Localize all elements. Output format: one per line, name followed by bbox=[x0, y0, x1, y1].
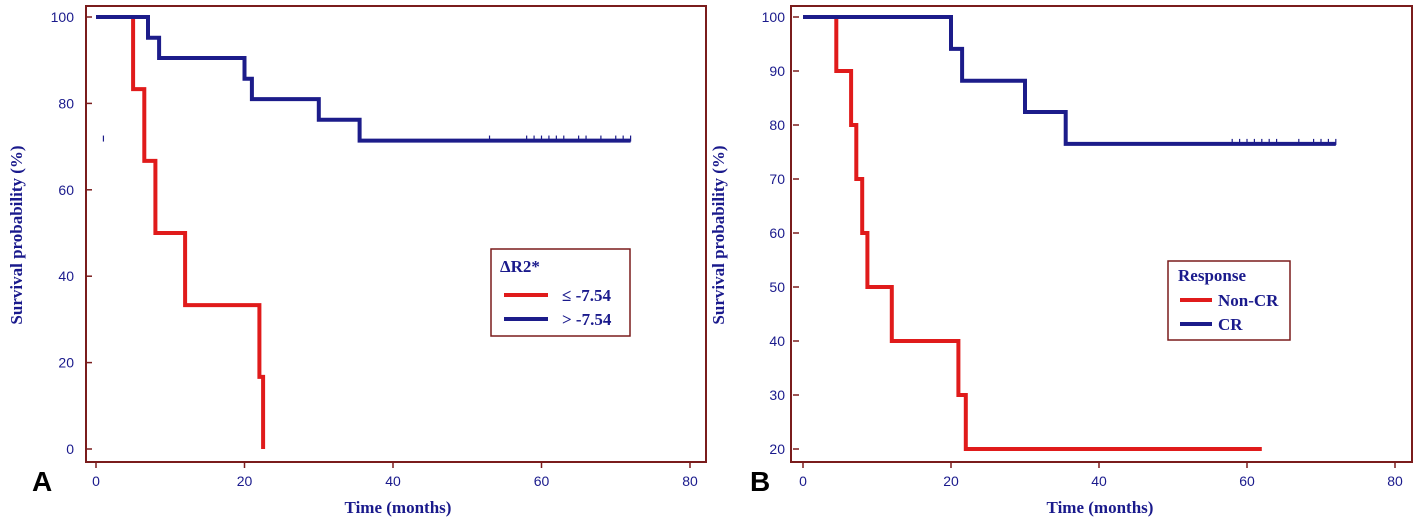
x-tick-label-b-0: 0 bbox=[799, 473, 807, 489]
legend-title-a: ΔR2* bbox=[500, 257, 540, 276]
y-tick-label-b-1: 30 bbox=[769, 387, 785, 403]
plot-frame-b bbox=[790, 5, 1413, 463]
legend-title-b: Response bbox=[1178, 266, 1246, 285]
x-tick-label-a-2: 40 bbox=[385, 473, 401, 489]
legend-label-a-0: ≤ -7.54 bbox=[562, 286, 611, 305]
legend-label-a-1: > -7.54 bbox=[562, 310, 612, 329]
x-axis-label-b: Time (months) bbox=[1047, 498, 1154, 517]
y-axis-label-b: Survival probability (%) bbox=[709, 145, 728, 324]
y-tick-label-a-4: 80 bbox=[58, 95, 74, 111]
y-tick-label-b-8: 100 bbox=[762, 9, 786, 25]
x-tick-label-a-3: 60 bbox=[534, 473, 550, 489]
x-tick-label-a-1: 20 bbox=[237, 473, 253, 489]
legend-label-b-0: Non-CR bbox=[1218, 291, 1279, 310]
panel-a: Survival probability (%) Time (months) A… bbox=[7, 5, 707, 517]
y-tick-label-a-2: 40 bbox=[58, 268, 74, 284]
x-tick-label-b-3: 60 bbox=[1239, 473, 1255, 489]
y-tick-label-a-1: 20 bbox=[58, 355, 74, 371]
y-tick-label-b-4: 60 bbox=[769, 225, 785, 241]
y-tick-label-b-6: 80 bbox=[769, 117, 785, 133]
panel-letter-b: B bbox=[750, 466, 770, 497]
x-tick-label-b-1: 20 bbox=[943, 473, 959, 489]
series-line-b-1 bbox=[803, 15, 1336, 146]
x-tick-label-a-4: 80 bbox=[682, 473, 698, 489]
plot-frame-a bbox=[85, 5, 707, 463]
plot-area-b: 20 30 40 50 60 70 80 90 100 0 20 40 60 80 bbox=[762, 9, 1403, 489]
y-tick-label-b-2: 40 bbox=[769, 333, 785, 349]
y-tick-label-b-5: 70 bbox=[769, 171, 785, 187]
x-axis-label-a: Time (months) bbox=[345, 498, 452, 517]
panel-letter-a: A bbox=[32, 466, 52, 497]
y-axis-label-a: Survival probability (%) bbox=[7, 145, 26, 324]
y-tick-label-b-3: 50 bbox=[769, 279, 785, 295]
x-tick-label-b-2: 40 bbox=[1091, 473, 1107, 489]
y-tick-label-b-0: 20 bbox=[769, 441, 785, 457]
series-line-a-0 bbox=[96, 15, 266, 449]
panel-b: Survival probability (%) Time (months) B… bbox=[709, 5, 1413, 517]
y-tick-label-a-3: 60 bbox=[58, 182, 74, 198]
y-tick-label-b-7: 90 bbox=[769, 63, 785, 79]
legend-a: ΔR2* ≤ -7.54 > -7.54 bbox=[490, 248, 631, 337]
legend-b: Response Non-CR CR bbox=[1167, 260, 1291, 341]
x-tick-label-b-4: 80 bbox=[1387, 473, 1403, 489]
y-tick-label-a-0: 0 bbox=[66, 441, 74, 457]
series-line-b-0 bbox=[803, 15, 1262, 451]
legend-box-a bbox=[490, 248, 631, 337]
series-line-a-1 bbox=[96, 15, 631, 143]
plot-area-a: 0 20 40 60 80 100 0 20 40 60 80 bbox=[51, 9, 698, 489]
x-tick-label-a-0: 0 bbox=[92, 473, 100, 489]
y-tick-label-a-5: 100 bbox=[51, 9, 75, 25]
legend-label-b-1: CR bbox=[1218, 315, 1243, 334]
